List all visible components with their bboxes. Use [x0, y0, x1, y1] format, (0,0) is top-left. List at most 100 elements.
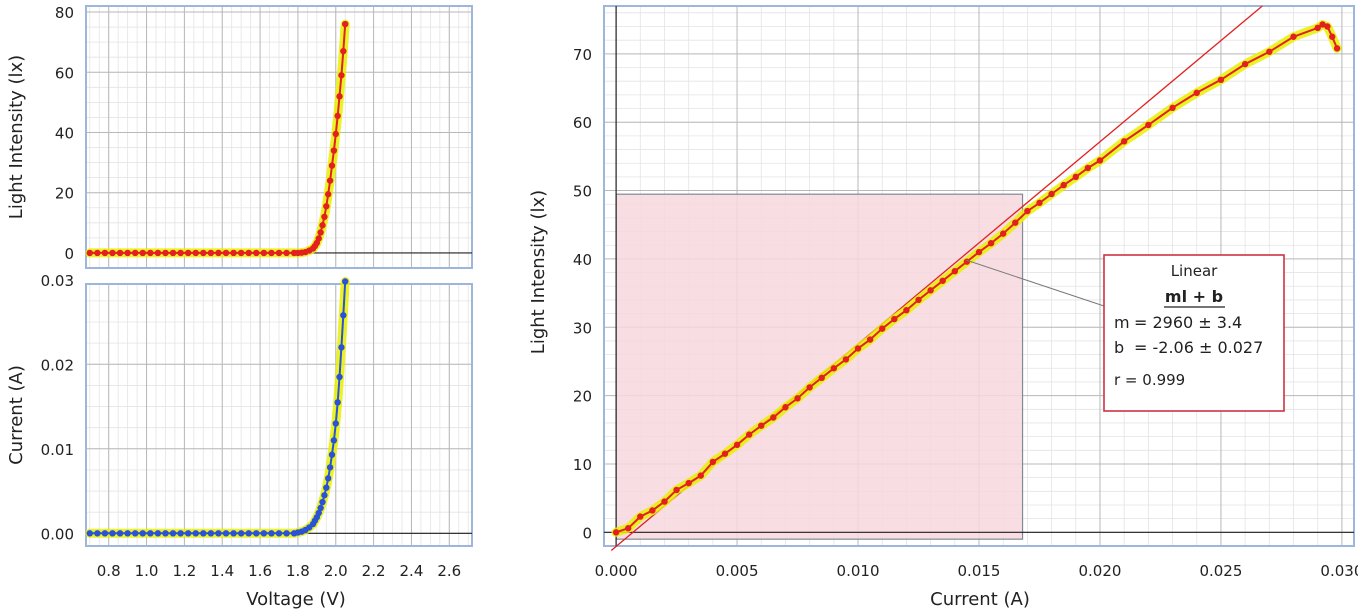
p2-data-point — [177, 530, 184, 537]
p3-y-tick-label: 20 — [573, 388, 592, 406]
p1-tick-labels: 0 20 40 60 80 — [55, 4, 74, 263]
p3-data-point — [612, 529, 620, 536]
p3-y-tick-label: 70 — [573, 46, 592, 64]
p2-x-tick-label: 1.6 — [248, 562, 272, 580]
p2-data-point — [283, 530, 290, 537]
p2-y-tick-label: 0.00 — [41, 525, 74, 543]
p2-data-point — [131, 530, 139, 537]
p2-data-point — [321, 492, 328, 499]
p3-data-point — [1048, 190, 1055, 198]
p1-y-tick-label: 80 — [55, 4, 74, 22]
p3-fit-box-leader — [965, 259, 1105, 307]
p3-tick-labels: 0 10 20 30 40 50 60 70 0.000 0.005 0.010 0.015 0.020… — [573, 46, 1358, 580]
p2-plot-frame[interactable] — [85, 283, 473, 547]
fit-info-box[interactable]: Linear ml + b m = 2960 ± 3.4 b = -2.06 ±… — [1103, 254, 1285, 412]
p3-data-point — [866, 336, 874, 343]
p1-data-point — [317, 229, 324, 236]
p1-data-point — [192, 249, 199, 257]
p3-data-point — [939, 277, 946, 284]
p1-data-point — [147, 249, 154, 257]
p3-data-point — [1024, 207, 1031, 215]
p1-data-point — [275, 249, 283, 257]
p1-data-point — [230, 249, 237, 257]
p3-y-tick-label: 10 — [573, 456, 592, 474]
p3-data-point — [963, 258, 971, 265]
p3-plot-frame[interactable] — [603, 5, 1355, 547]
p3-data-point — [830, 365, 838, 372]
p2-y-tick-label: 0.03 — [41, 272, 74, 290]
p1-data-point — [338, 72, 345, 79]
p3-data-point — [999, 230, 1007, 237]
p2-data-point — [315, 509, 322, 517]
p3-data-point — [1096, 157, 1104, 164]
p1-selection-highlight — [85, 19, 350, 258]
p1-data-point — [139, 249, 146, 257]
p3-data-point — [987, 239, 995, 247]
p2-data-point — [192, 530, 199, 537]
p2-data-point — [326, 464, 334, 471]
p3-data-point — [770, 414, 777, 421]
p1-data-point — [131, 249, 139, 257]
p2-data-point — [215, 530, 222, 537]
p1-data-point — [237, 249, 245, 257]
p2-data-point — [268, 530, 275, 537]
p2-data-point — [324, 475, 332, 482]
p1-data-point — [283, 249, 290, 257]
p1-data-point — [200, 249, 207, 257]
p2-y-axis-label: Current (A) — [6, 365, 27, 465]
p1-data-point — [332, 130, 339, 138]
p3-data-point — [818, 374, 825, 382]
p3-data-point — [1120, 138, 1128, 145]
p1-series-line — [89, 24, 347, 254]
p3-data-point — [1169, 104, 1176, 112]
p2-data-point — [245, 530, 252, 537]
p3-data-points — [611, 20, 1342, 537]
p2-data-point — [116, 530, 124, 537]
p1-data-point — [330, 147, 338, 154]
p1-data-point — [268, 249, 275, 257]
p3-data-point — [1241, 60, 1249, 68]
p1-data-point — [177, 249, 184, 257]
p3-data-point — [709, 458, 717, 466]
p3-data-point — [1036, 199, 1043, 207]
p1-data-point — [334, 112, 341, 120]
p2-data-point — [336, 373, 343, 381]
p3-data-point — [685, 479, 692, 487]
fit-m-label: m — [1114, 313, 1130, 332]
p1-data-point — [116, 249, 124, 257]
p3-data-point — [927, 287, 934, 294]
p1-y-tick-label: 0 — [64, 245, 74, 263]
p2-x-tick-label: 1.2 — [172, 562, 196, 580]
p3-data-point — [1012, 219, 1019, 226]
p3-data-point — [721, 450, 729, 457]
p2-data-point — [109, 530, 116, 537]
p3-data-point — [951, 268, 959, 275]
fit-b-value: = -2.06 ± 0.027 — [1134, 338, 1263, 357]
p2-x-tick-label: 0.8 — [97, 562, 121, 580]
p2-data-point — [230, 530, 237, 537]
p1-plot-frame[interactable] — [85, 5, 473, 269]
p2-data-point — [338, 344, 345, 351]
p3-x-tick-label: 0.015 — [958, 562, 1001, 580]
p2-data-point — [184, 530, 192, 537]
p3-y-axis-label: Light Intensity (lx) — [528, 190, 549, 354]
p3-data-point — [637, 513, 644, 520]
p2-data-point — [222, 530, 230, 537]
p3-data-point — [1145, 121, 1152, 129]
p1-data-point — [124, 249, 131, 257]
p2-data-point — [332, 420, 339, 427]
p3-data-point — [624, 525, 632, 532]
p3-data-point — [697, 472, 704, 479]
p1-data-point — [323, 203, 330, 210]
p2-data-point — [139, 530, 146, 537]
p3-data-point — [758, 422, 765, 429]
p2-data-point — [124, 530, 131, 537]
p1-data-point — [342, 20, 349, 28]
p2-data-point — [147, 530, 154, 537]
p2-data-point — [154, 530, 162, 537]
p3-data-point — [745, 431, 753, 438]
p3-data-point — [1072, 173, 1079, 181]
p2-y-tick-label: 0.01 — [41, 441, 74, 459]
p3-axes — [604, 6, 1354, 546]
p3-x-tick-label: 0.025 — [1199, 562, 1242, 580]
